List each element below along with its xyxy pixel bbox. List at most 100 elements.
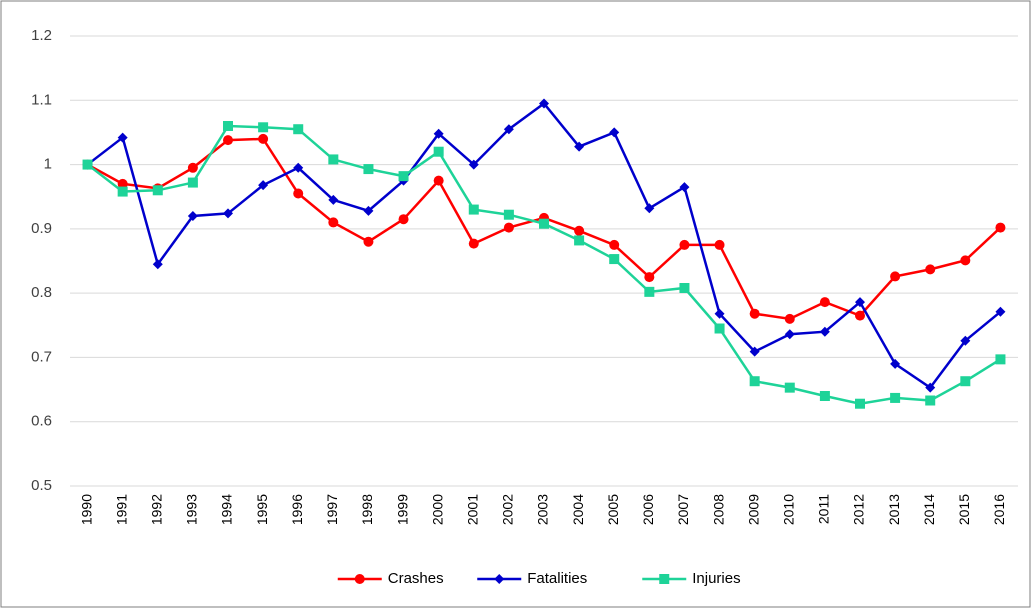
x-tick-label: 2004 bbox=[570, 494, 586, 525]
marker bbox=[503, 124, 514, 135]
marker bbox=[644, 272, 655, 283]
x-tick-label: 2012 bbox=[851, 494, 867, 525]
y-tick-label: 1 bbox=[44, 156, 52, 173]
x-tick-label: 2014 bbox=[921, 494, 937, 525]
legend-label: Crashes bbox=[388, 570, 444, 587]
marker bbox=[714, 323, 725, 334]
marker bbox=[468, 204, 479, 215]
y-tick-label: 1.1 bbox=[31, 91, 52, 108]
marker bbox=[468, 159, 479, 170]
marker bbox=[574, 141, 585, 152]
marker bbox=[433, 146, 444, 157]
marker bbox=[890, 358, 901, 369]
marker bbox=[223, 208, 233, 219]
x-tick-label: 2015 bbox=[956, 494, 972, 525]
marker bbox=[398, 171, 409, 182]
marker bbox=[433, 128, 444, 139]
x-tick-label: 2011 bbox=[816, 494, 832, 524]
marker bbox=[258, 180, 269, 191]
x-tick-label: 1993 bbox=[184, 494, 200, 525]
marker bbox=[960, 335, 971, 346]
x-tick-label: 2000 bbox=[429, 494, 445, 525]
marker bbox=[152, 259, 163, 270]
marker bbox=[187, 162, 198, 173]
marker bbox=[995, 354, 1006, 365]
x-tick-label: 2005 bbox=[605, 494, 621, 525]
x-tick-label: 2016 bbox=[991, 494, 1007, 525]
x-tick-label: 1995 bbox=[254, 494, 270, 525]
marker bbox=[293, 188, 304, 199]
marker bbox=[354, 574, 365, 584]
marker bbox=[574, 235, 585, 246]
marker bbox=[503, 209, 514, 220]
marker bbox=[328, 194, 339, 205]
marker bbox=[293, 124, 304, 135]
marker bbox=[117, 178, 128, 189]
marker bbox=[363, 236, 374, 247]
marker bbox=[363, 205, 374, 216]
marker bbox=[363, 164, 374, 175]
y-tick-label: 0.9 bbox=[31, 220, 52, 237]
marker bbox=[539, 98, 549, 109]
marker bbox=[855, 310, 865, 321]
marker bbox=[925, 264, 936, 275]
legend-label: Fatalities bbox=[527, 570, 587, 587]
marker bbox=[819, 326, 830, 337]
x-tick-label: 1998 bbox=[359, 494, 375, 525]
marker bbox=[398, 214, 409, 225]
marker bbox=[890, 392, 901, 403]
marker bbox=[819, 391, 830, 401]
marker bbox=[644, 203, 655, 214]
marker bbox=[960, 376, 971, 387]
marker bbox=[293, 162, 304, 173]
marker bbox=[784, 329, 795, 340]
marker bbox=[659, 574, 670, 584]
x-tick-label: 2010 bbox=[780, 494, 796, 525]
y-tick-label: 0.7 bbox=[31, 348, 52, 365]
x-tick-label: 2007 bbox=[675, 494, 691, 525]
marker bbox=[749, 376, 760, 387]
y-tick-label: 0.6 bbox=[31, 413, 52, 430]
x-tick-label: 2008 bbox=[710, 494, 726, 525]
marker bbox=[960, 255, 971, 266]
y-tick-label: 0.8 bbox=[31, 284, 52, 301]
marker bbox=[328, 217, 339, 228]
marker bbox=[855, 297, 865, 308]
marker bbox=[328, 154, 339, 165]
marker bbox=[925, 395, 936, 406]
x-tick-label: 1997 bbox=[324, 494, 340, 525]
marker bbox=[223, 135, 233, 146]
x-tick-label: 1999 bbox=[394, 494, 410, 525]
marker bbox=[784, 313, 795, 324]
y-tick-label: 1.2 bbox=[31, 27, 52, 44]
marker bbox=[609, 254, 620, 265]
marker bbox=[714, 308, 725, 319]
x-tick-label: 2001 bbox=[464, 494, 480, 525]
marker bbox=[152, 185, 163, 196]
x-tick-label: 1992 bbox=[148, 494, 164, 525]
legend-label: Injuries bbox=[692, 570, 740, 587]
marker bbox=[714, 239, 725, 250]
marker bbox=[679, 182, 690, 193]
marker bbox=[187, 177, 198, 188]
x-tick-label: 2003 bbox=[535, 494, 551, 525]
x-tick-label: 2006 bbox=[640, 494, 656, 525]
x-tick-label: 1994 bbox=[219, 494, 235, 525]
marker bbox=[258, 122, 269, 133]
marker bbox=[995, 222, 1006, 233]
marker bbox=[609, 239, 620, 250]
y-tick-label: 0.5 bbox=[31, 477, 52, 494]
x-tick-label: 1996 bbox=[289, 494, 305, 525]
marker bbox=[749, 346, 760, 357]
marker bbox=[784, 382, 795, 393]
marker bbox=[258, 133, 269, 144]
marker bbox=[855, 398, 865, 409]
marker bbox=[995, 306, 1006, 317]
marker bbox=[433, 175, 444, 186]
marker bbox=[539, 218, 549, 229]
marker bbox=[819, 297, 830, 308]
marker bbox=[609, 127, 620, 138]
marker bbox=[223, 121, 233, 131]
x-tick-label: 2002 bbox=[500, 494, 516, 525]
